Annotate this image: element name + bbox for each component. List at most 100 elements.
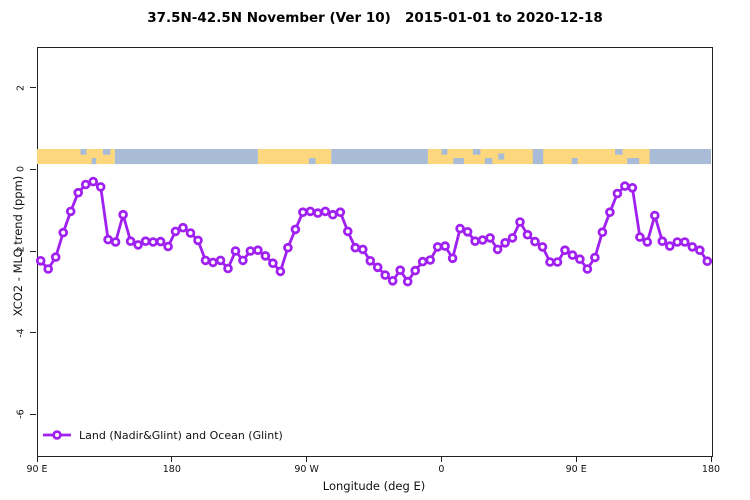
data-point: [402, 276, 413, 287]
data-point: [88, 176, 98, 187]
data-point: [163, 241, 173, 252]
surface-band-speckle: [627, 158, 640, 165]
x-tick-mark: [171, 456, 173, 462]
data-point: [515, 217, 525, 227]
legend-label: Land (Nadir&Glint) and Ocean (Glint): [79, 428, 283, 442]
data-point: [567, 250, 578, 260]
data-point: [627, 183, 638, 193]
data-point: [275, 266, 286, 277]
x-tick-mark: [710, 456, 712, 462]
data-point: [305, 206, 316, 217]
data-point: [372, 262, 383, 273]
surface-band-speckle: [453, 158, 464, 165]
data-point: [178, 222, 188, 233]
data-point: [380, 270, 391, 280]
data-point: [43, 264, 53, 274]
x-tick-label: 90 E: [565, 464, 587, 475]
x-tick-mark: [306, 456, 308, 462]
data-point: [223, 263, 233, 274]
data-point: [260, 251, 271, 261]
data-point: [327, 209, 338, 220]
data-point: [80, 179, 91, 190]
data-point: [687, 242, 698, 252]
data-point: [492, 244, 503, 255]
data-point: [425, 255, 436, 265]
y-tick-mark: [30, 87, 36, 89]
data-point: [657, 236, 668, 247]
data-point: [35, 255, 46, 266]
data-point: [335, 207, 346, 218]
surface-band-speckle: [80, 149, 87, 155]
data-point: [612, 188, 623, 199]
data-point: [350, 242, 361, 253]
data-point: [95, 182, 106, 192]
data-point: [522, 229, 533, 240]
data-point: [485, 233, 495, 243]
data-point: [702, 256, 713, 267]
y-tick-label: -4: [15, 327, 27, 338]
data-point: [470, 236, 480, 247]
data-point: [417, 256, 428, 267]
y-tick-mark: [30, 413, 36, 415]
data-point: [208, 257, 218, 268]
legend-marker-icon: [43, 430, 71, 440]
data-point: [245, 246, 256, 256]
surface-band-speckle: [615, 149, 623, 155]
chart-title: 37.5N-42.5N November (Ver 10) 2015-01-01…: [147, 10, 603, 26]
data-point: [664, 241, 675, 251]
y-tick-mark: [30, 250, 36, 252]
y-tick-mark: [30, 168, 36, 170]
surface-band-speckle: [571, 158, 578, 165]
data-point: [200, 255, 211, 266]
data-point: [118, 209, 128, 220]
data-point: [193, 235, 203, 246]
data-point: [155, 236, 166, 247]
data-point: [694, 245, 705, 256]
data-point: [103, 234, 113, 245]
data-point: [170, 226, 181, 237]
data-point: [507, 233, 518, 243]
data-point: [365, 255, 376, 266]
x-tick-mark: [440, 456, 442, 462]
data-point: [500, 238, 510, 248]
surface-band-ocean: [114, 149, 258, 165]
data-point: [410, 265, 421, 276]
surface-band-speckle: [91, 158, 97, 165]
data-point: [133, 240, 143, 250]
data-point: [215, 255, 226, 266]
data-point: [537, 242, 548, 252]
data-point: [110, 237, 121, 247]
data-point: [620, 181, 630, 191]
y-tick-mark: [30, 332, 36, 334]
data-point: [73, 187, 83, 198]
y-tick-label: 2: [15, 84, 27, 91]
data-point: [560, 245, 570, 256]
data-point: [283, 242, 293, 253]
data-point: [290, 224, 301, 235]
data-point: [605, 207, 615, 218]
surface-band-land: [257, 149, 332, 165]
data-point: [672, 237, 683, 247]
data-point: [679, 237, 690, 247]
surface-band-speckle: [484, 158, 493, 165]
data-point: [432, 242, 443, 252]
surface-band-speckle: [308, 158, 316, 165]
data-point: [312, 208, 323, 218]
surface-band-speckle: [532, 149, 544, 165]
data-point: [320, 206, 331, 217]
x-tick-label: 90 W: [294, 464, 319, 475]
surface-band-speckle: [441, 149, 448, 155]
surface-band-speckle: [472, 149, 481, 155]
data-point: [455, 223, 465, 234]
data-point: [268, 258, 278, 269]
data-point: [238, 255, 248, 266]
surface-band-speckle: [498, 153, 505, 160]
data-point: [590, 252, 600, 263]
data-point: [440, 241, 450, 251]
legend: Land (Nadir&Glint) and Ocean (Glint): [42, 428, 283, 442]
x-axis-title: Longitude (deg E): [322, 479, 426, 493]
data-point: [477, 235, 488, 245]
data-point: [140, 236, 151, 247]
data-point: [552, 257, 563, 267]
